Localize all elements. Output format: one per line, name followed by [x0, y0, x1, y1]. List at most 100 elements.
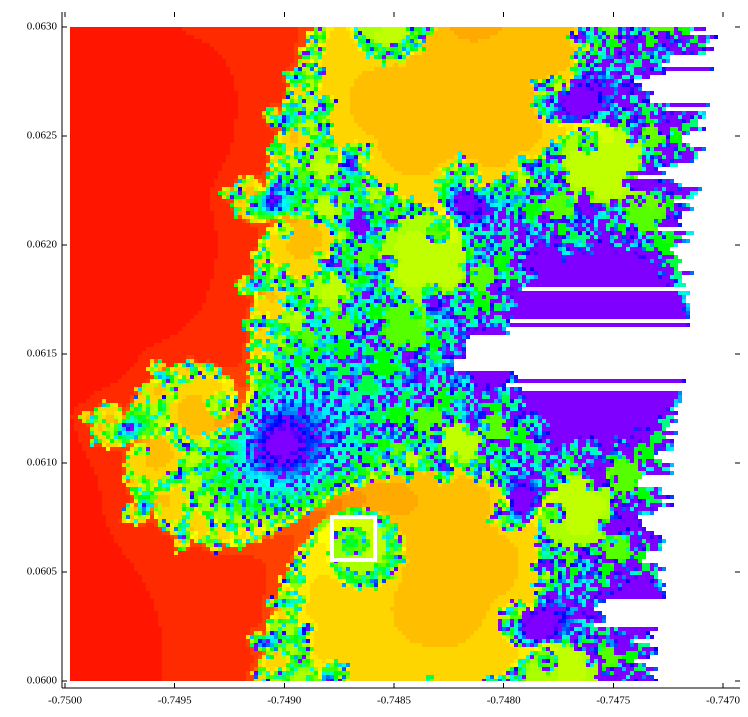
fractal-cell	[498, 215, 506, 219]
fractal-cell	[406, 39, 410, 43]
fractal-cell	[454, 351, 458, 355]
fractal-cell	[486, 215, 490, 219]
fractal-cell	[674, 147, 678, 151]
fractal-cell	[686, 123, 690, 127]
fractal-cell	[454, 315, 458, 319]
fractal-cell	[482, 231, 486, 235]
fractal-cell	[154, 387, 166, 391]
fractal-cell	[618, 207, 622, 211]
fractal-cell	[314, 223, 318, 227]
fractal-cell	[318, 295, 322, 299]
fractal-cell	[346, 187, 350, 191]
fractal-cell	[354, 231, 358, 235]
fractal-cell	[394, 383, 398, 387]
fractal-cell	[550, 91, 554, 95]
fractal-cell	[398, 55, 402, 59]
fractal-cell	[314, 283, 326, 287]
fractal-cell	[402, 363, 406, 367]
fractal-cell	[398, 43, 402, 47]
fractal-cell	[262, 323, 266, 327]
fractal-cell	[334, 259, 338, 263]
fractal-cell	[314, 99, 318, 103]
fractal-cell	[442, 167, 446, 171]
fractal-cell	[566, 179, 570, 183]
fractal-cell	[534, 231, 538, 235]
fractal-cell	[134, 363, 150, 367]
fractal-cell	[302, 63, 306, 67]
fractal-cell	[294, 107, 298, 111]
fractal-cell	[598, 83, 602, 87]
fractal-cell	[566, 155, 570, 159]
fractal-cell	[266, 375, 270, 379]
fractal-cell	[646, 103, 650, 107]
fractal-cell	[202, 307, 246, 311]
fractal-cell	[298, 187, 310, 191]
fractal-cell	[410, 215, 414, 219]
fractal-cell	[526, 275, 530, 279]
fractal-cell	[522, 167, 526, 171]
fractal-cell	[346, 203, 350, 207]
fractal-cell	[266, 367, 270, 371]
fractal-cell	[642, 231, 646, 235]
fractal-cell	[358, 267, 362, 271]
fractal-cell	[262, 291, 266, 295]
fractal-cell	[290, 183, 294, 187]
fractal-cell	[278, 319, 302, 323]
fractal-cell	[386, 47, 390, 51]
fractal-cell	[470, 235, 474, 239]
fractal-cell	[506, 191, 510, 195]
fractal-cell	[526, 251, 530, 255]
fractal-cell	[290, 295, 294, 299]
fractal-cell	[302, 99, 306, 103]
fractal-cell	[354, 323, 358, 327]
fractal-cell	[146, 367, 150, 371]
fractal-cell	[594, 235, 598, 239]
fractal-cell	[338, 267, 342, 271]
fractal-cell	[670, 143, 678, 147]
fractal-cell	[594, 195, 598, 199]
fractal-cell	[286, 219, 298, 223]
fractal-cell	[522, 195, 526, 199]
fractal-cell	[578, 207, 582, 211]
fractal-cell	[698, 43, 706, 47]
fractal-cell	[458, 235, 462, 239]
fractal-cell	[378, 39, 398, 43]
fractal-cell	[438, 367, 442, 371]
fractal-cell	[602, 27, 610, 31]
fractal-cell	[642, 75, 646, 79]
fractal-cell	[310, 199, 314, 203]
fractal-cell	[282, 267, 286, 271]
fractal-cell	[622, 203, 630, 207]
fractal-cell	[306, 147, 310, 151]
fractal-cell	[506, 219, 510, 223]
fractal-cell	[454, 31, 498, 35]
fractal-cell	[366, 199, 370, 203]
fractal-cell	[498, 243, 502, 247]
fractal-cell	[506, 179, 510, 183]
fractal-cell	[622, 83, 626, 87]
fractal-cell	[658, 263, 662, 267]
fractal-cell	[390, 183, 394, 187]
fractal-cell	[670, 47, 682, 51]
fractal-cell	[314, 51, 318, 55]
fractal-cell	[506, 247, 510, 251]
fractal-cell	[378, 223, 382, 227]
fractal-cell	[514, 271, 518, 275]
fractal-cell	[586, 83, 590, 87]
fractal-cell	[654, 191, 658, 195]
fractal-cell	[254, 323, 258, 327]
fractal-cell	[562, 247, 566, 251]
fractal-cell	[558, 179, 562, 183]
fractal-cell	[542, 135, 558, 139]
fractal-cell	[346, 255, 354, 259]
fractal-cell	[622, 235, 626, 239]
fractal-cell	[530, 199, 534, 203]
fractal-cell	[410, 211, 414, 215]
fractal-cell	[518, 175, 530, 179]
fractal-cell	[466, 327, 470, 331]
fractal-cell	[282, 347, 286, 351]
fractal-cell	[586, 59, 590, 63]
fractal-cell	[70, 127, 234, 131]
fractal-cell	[302, 167, 306, 171]
fractal-cell	[450, 203, 454, 207]
